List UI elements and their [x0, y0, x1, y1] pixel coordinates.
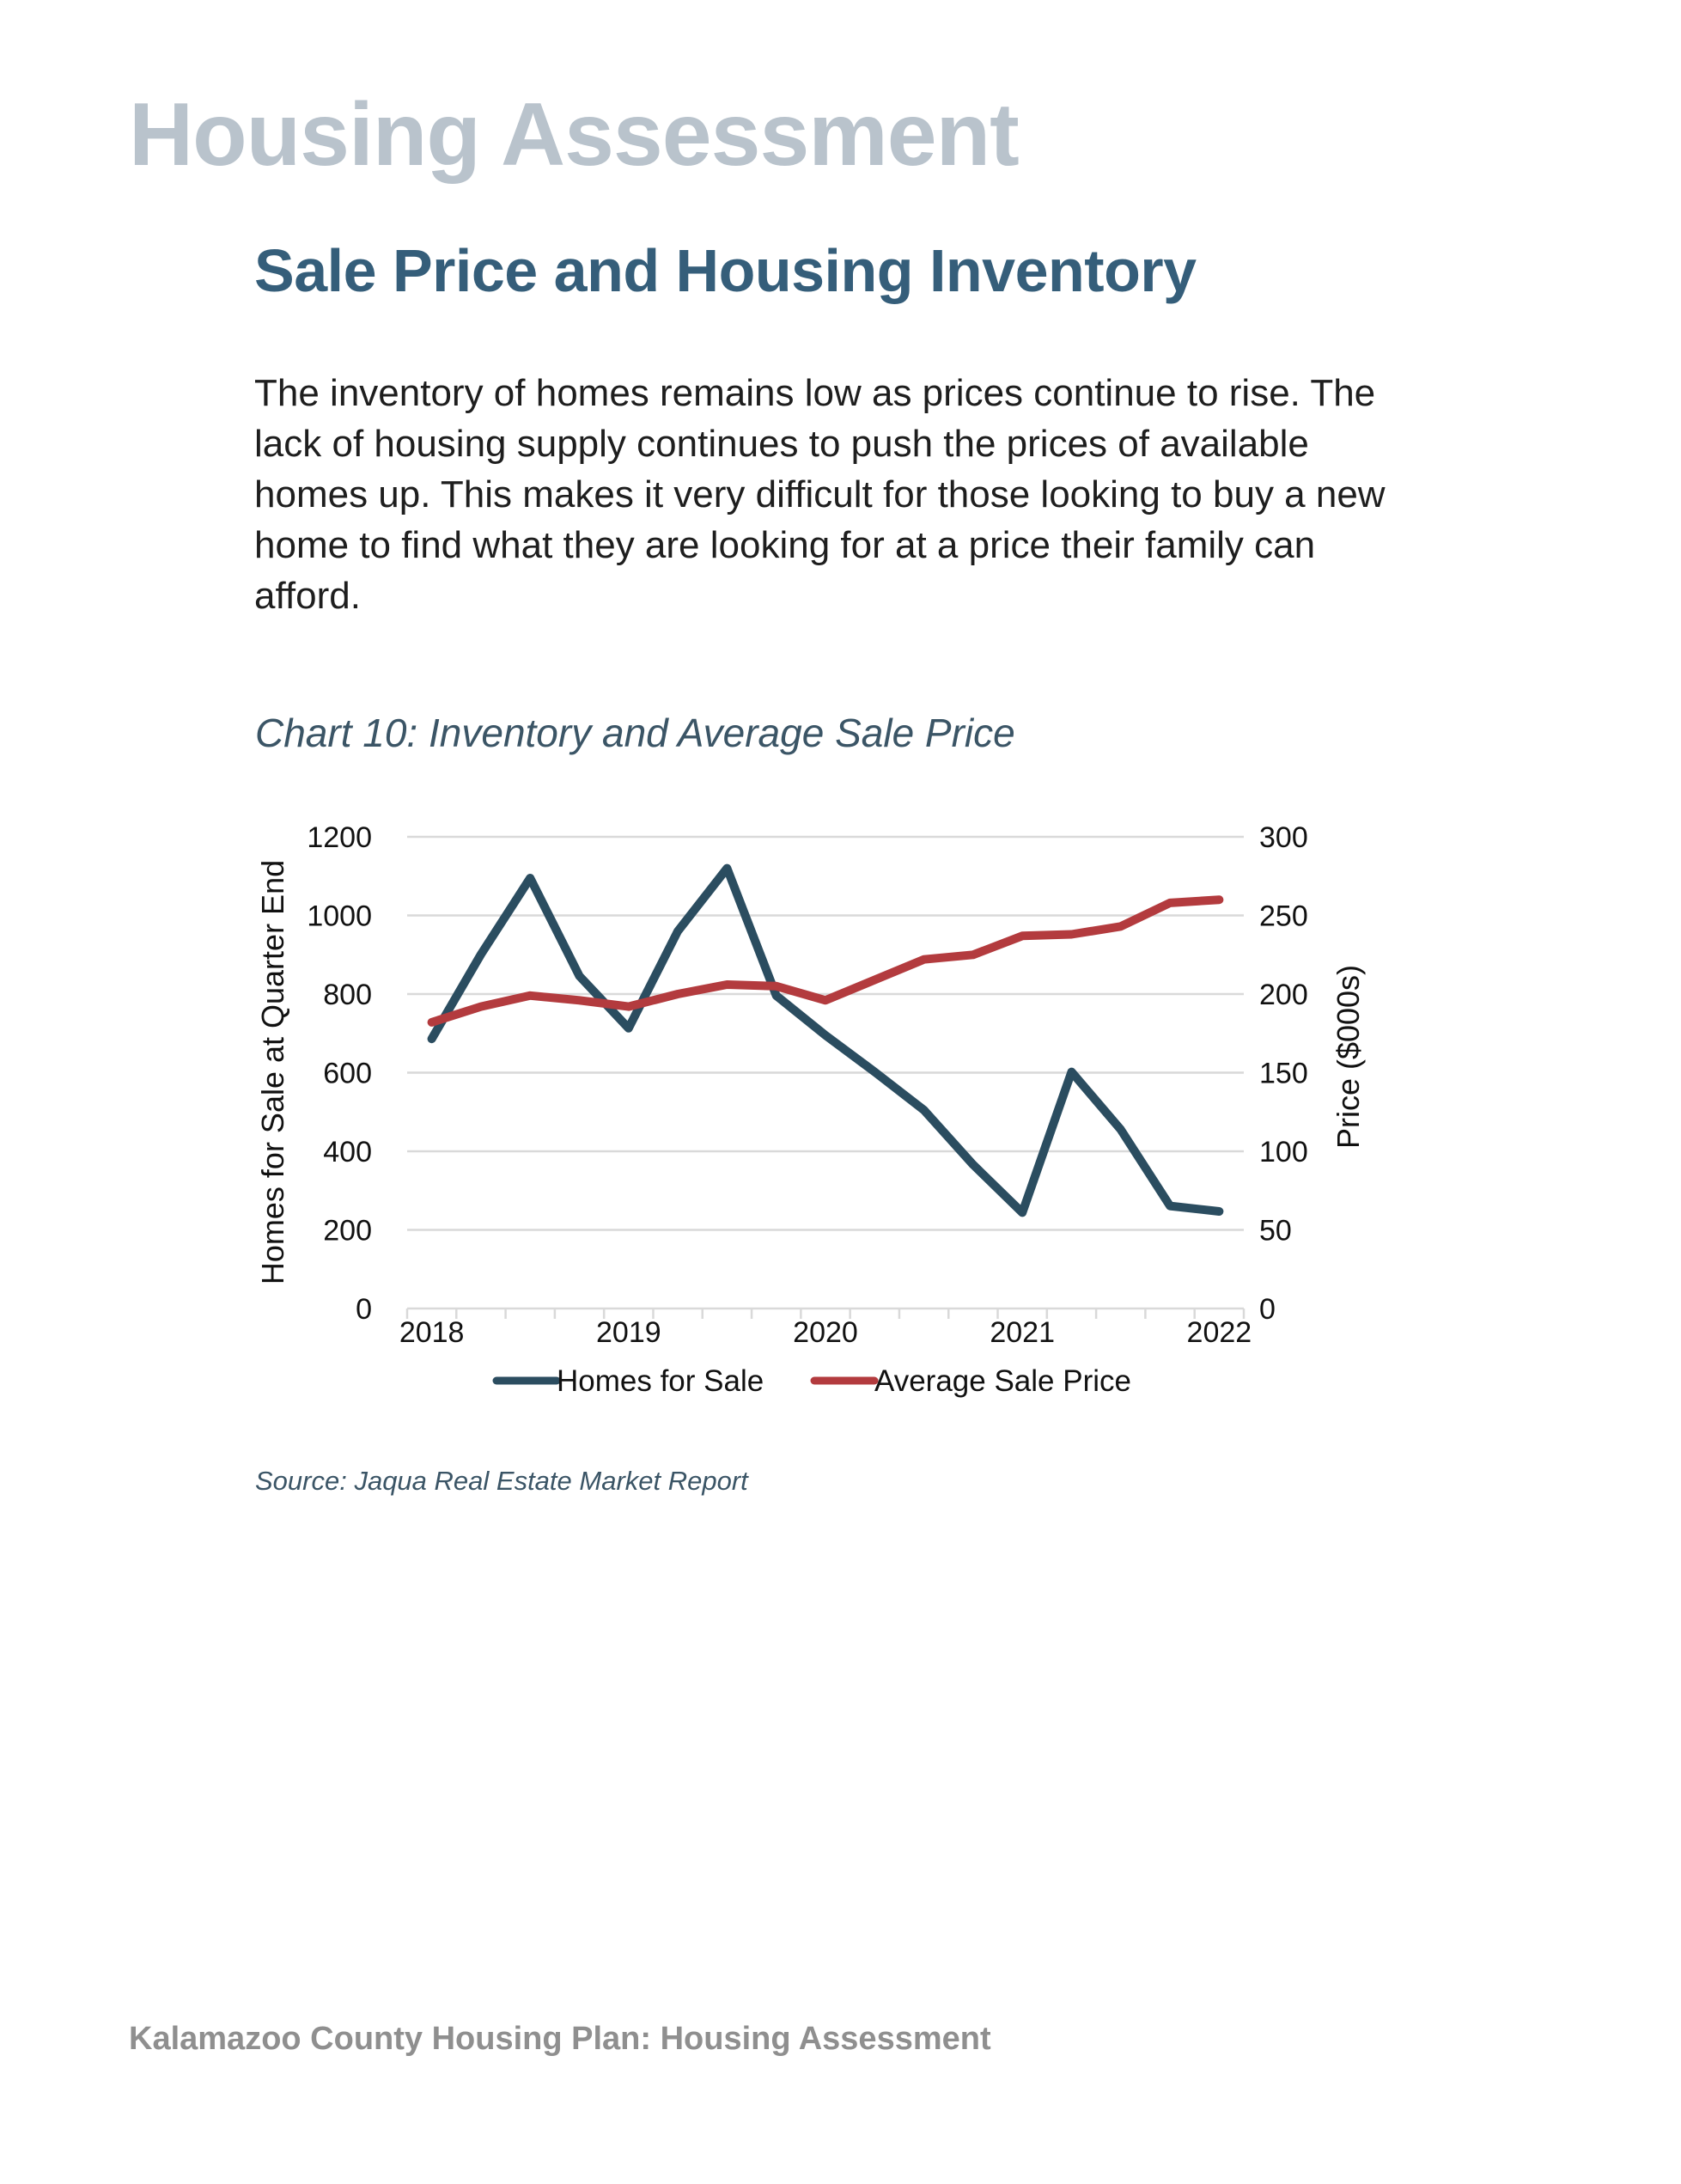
page-title: Housing Assessment	[129, 85, 1020, 185]
y-tick-label: 200	[323, 1215, 372, 1248]
y-tick-label: 800	[323, 979, 372, 1011]
paragraph-line: afford.	[254, 575, 361, 617]
y-axis-left: 0 200 400 600 800 1000 1200	[307, 821, 372, 1326]
page-footer: Kalamazoo County Housing Plan: Housing A…	[129, 2021, 991, 2057]
y2-tick-label: 200	[1259, 979, 1308, 1011]
paragraph-line: lack of housing supply continues to push…	[254, 423, 1309, 465]
x-tick-label: 2019	[596, 1316, 661, 1349]
body-paragraph: The inventory of homes remains low as pr…	[254, 368, 1388, 621]
x-tick-label: 2020	[793, 1316, 858, 1349]
y2-axis-title: Price ($000s)	[1331, 965, 1366, 1149]
chart-caption: Chart 10: Inventory and Average Sale Pri…	[255, 711, 1015, 755]
inventory-price-chart: 2018 2019 2020 2021 2022 0200400600800100012…	[255, 821, 1366, 1398]
x-axis: 2018 2019 2020 2021 2022	[399, 1307, 1252, 1349]
y-axis-title: Homes for Sale at Quarter End	[255, 860, 290, 1284]
y2-tick-label: 50	[1259, 1215, 1292, 1248]
y-tick-label: 1000	[307, 900, 372, 933]
y-tick-label: 1200	[307, 821, 372, 854]
x-tick-label: 2022	[1187, 1316, 1252, 1349]
source-note: Source: Jaqua Real Estate Market Report	[255, 1466, 748, 1496]
x-tick-label: 2021	[990, 1316, 1055, 1349]
paragraph-line: home to find what they are looking for a…	[254, 524, 1316, 566]
section-title: Sale Price and Housing Inventory	[254, 237, 1197, 304]
legend-label-average-sale-price: Average Sale Price	[874, 1364, 1131, 1398]
y-tick-label: 0	[356, 1293, 372, 1326]
paragraph-line: homes up. This makes it very difficult f…	[254, 473, 1386, 515]
y2-tick-label: 100	[1259, 1136, 1308, 1168]
y2-tick-label: 250	[1259, 900, 1308, 933]
legend-label-homes-for-sale: Homes for Sale	[557, 1364, 764, 1398]
y2-tick-label: 150	[1259, 1058, 1308, 1090]
series-group	[427, 863, 1224, 1217]
y2-tick-label: 300	[1259, 821, 1308, 854]
y-tick-label: 400	[323, 1136, 372, 1168]
paragraph-line: The inventory of homes remains low as pr…	[254, 372, 1376, 414]
legend: Homes for Sale Average Sale Price	[492, 1364, 1131, 1398]
series-line-homes-for-sale	[427, 863, 1224, 1217]
y-tick-label: 600	[323, 1058, 372, 1090]
y2-tick-label: 0	[1259, 1293, 1276, 1326]
x-tick-label: 2018	[399, 1316, 465, 1349]
y-axis-right: 0 50 100 150 200 250 300	[1259, 821, 1308, 1326]
